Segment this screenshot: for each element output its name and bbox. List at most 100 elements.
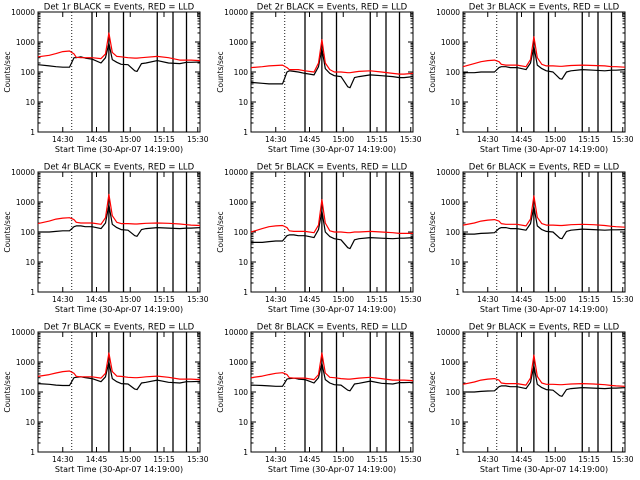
y-tick-label: 10000 — [436, 168, 460, 177]
x-tick-label: 15:15 — [578, 455, 600, 464]
plot-frame — [37, 331, 201, 453]
x-tick-label: 14:30 — [477, 295, 499, 304]
series-line-lld — [462, 354, 626, 387]
x-tick-label: 15:15 — [153, 295, 175, 304]
y-tick-label: 10000 — [436, 8, 460, 17]
x-axis-label: Start Time (30-Apr-07 14:19:00) — [480, 145, 608, 154]
y-tick-label: 100 — [21, 68, 36, 77]
y-axis-label: Counts/sec — [216, 211, 225, 252]
plot-frame — [250, 11, 414, 133]
chart-title: Det 2r BLACK = Events, RED = LLD — [257, 3, 408, 13]
y-tick-label: 10000 — [224, 8, 248, 17]
y-tick-label: 1000 — [16, 358, 35, 367]
x-tick-label: 15:15 — [366, 455, 388, 464]
y-tick-label: 10 — [238, 98, 248, 107]
chart-panel-1: Det 1r BLACK = Events, RED = LLD 1 10 100 10… — [3, 3, 209, 155]
x-tick-label: 15:30 — [187, 455, 209, 464]
x-tick-label: 14:30 — [265, 455, 287, 464]
y-tick-label: 1000 — [441, 358, 460, 367]
chart-title: Det 5r BLACK = Events, RED = LLD — [257, 163, 408, 173]
y-tick-label: 10000 — [224, 168, 248, 177]
chart-title: Det 6r BLACK = Events, RED = LLD — [469, 163, 620, 173]
y-tick-label: 1 — [455, 448, 460, 457]
series-line-events — [38, 204, 201, 237]
y-tick-label: 1000 — [16, 38, 35, 47]
y-tick-label: 1 — [455, 128, 460, 137]
chart-title: Det 9r BLACK = Events, RED = LLD — [469, 323, 620, 333]
chart-title: Det 1r BLACK = Events, RED = LLD — [44, 3, 195, 13]
chart-title: Det 7r BLACK = Events, RED = LLD — [44, 323, 195, 333]
y-axis-label: Counts/sec — [216, 371, 225, 412]
x-tick-label: 14:30 — [52, 455, 74, 464]
y-tick-label: 10 — [25, 418, 35, 427]
y-tick-label: 1 — [243, 448, 248, 457]
x-tick-label: 14:45 — [511, 455, 533, 464]
chart-panel-6: Det 6r BLACK = Events, RED = LLD 1 10 100 10… — [428, 163, 634, 315]
x-axis-label: Start Time (30-Apr-07 14:19:00) — [55, 305, 183, 314]
series-line-lld — [37, 32, 201, 62]
chart-panel-2: Det 2r BLACK = Events, RED = LLD 1 10 100 10… — [216, 3, 422, 155]
y-tick-label: 1000 — [229, 358, 248, 367]
y-tick-label: 1 — [243, 288, 248, 297]
x-axis-label: Start Time (30-Apr-07 14:19:00) — [480, 465, 608, 474]
y-tick-label: 100 — [234, 68, 249, 77]
y-tick-label: 10000 — [436, 328, 460, 337]
series-line-lld — [37, 193, 201, 227]
y-tick-label: 1000 — [441, 198, 460, 207]
x-tick-label: 15:00 — [332, 455, 354, 464]
series-line-lld — [37, 352, 201, 381]
x-tick-label: 15:30 — [612, 135, 634, 144]
series-line-events — [250, 362, 414, 392]
x-tick-label: 15:00 — [119, 295, 141, 304]
x-tick-label: 14:45 — [86, 455, 108, 464]
y-tick-label: 10 — [238, 258, 248, 267]
x-tick-label: 14:45 — [299, 295, 321, 304]
series-line-events — [463, 206, 626, 240]
x-tick-label: 15:00 — [119, 135, 141, 144]
y-tick-label: 1000 — [16, 198, 35, 207]
chart-panel-9: Det 9r BLACK = Events, RED = LLD 1 10 100 10… — [428, 323, 634, 475]
y-axis-label: Counts/sec — [428, 211, 437, 252]
x-tick-label: 14:45 — [86, 295, 108, 304]
chart-panel-8: Det 8r BLACK = Events, RED = LLD 1 10 100 10… — [216, 323, 422, 475]
x-tick-label: 15:30 — [187, 295, 209, 304]
chart-title: Det 3r BLACK = Events, RED = LLD — [469, 3, 620, 13]
series-line-events — [37, 361, 201, 391]
y-tick-label: 1000 — [441, 38, 460, 47]
plot-frame — [250, 331, 414, 453]
x-tick-label: 14:30 — [52, 295, 74, 304]
x-axis-label: Start Time (30-Apr-07 14:19:00) — [268, 465, 396, 474]
x-axis-label: Start Time (30-Apr-07 14:19:00) — [480, 305, 608, 314]
y-tick-label: 100 — [446, 228, 461, 237]
series-line-lld — [462, 195, 626, 228]
x-tick-label: 15:00 — [332, 295, 354, 304]
y-tick-label: 100 — [234, 388, 249, 397]
x-axis-label: Start Time (30-Apr-07 14:19:00) — [55, 145, 183, 154]
x-tick-label: 15:00 — [332, 135, 354, 144]
y-tick-label: 100 — [234, 228, 249, 237]
y-tick-label: 1000 — [229, 38, 248, 47]
x-tick-label: 15:30 — [400, 135, 422, 144]
y-tick-label: 1 — [30, 288, 35, 297]
chart-panel-7: Det 7r BLACK = Events, RED = LLD 1 10 100 10… — [3, 323, 209, 475]
x-tick-label: 14:30 — [477, 455, 499, 464]
y-tick-label: 10 — [25, 98, 35, 107]
y-tick-label: 10 — [25, 258, 35, 267]
y-tick-label: 1 — [30, 128, 35, 137]
y-tick-label: 100 — [21, 388, 36, 397]
x-tick-label: 15:15 — [153, 135, 175, 144]
y-tick-label: 10 — [238, 418, 248, 427]
plot-frame — [462, 171, 626, 293]
y-tick-label: 10000 — [11, 8, 35, 17]
x-tick-label: 14:30 — [265, 295, 287, 304]
x-tick-label: 15:15 — [153, 455, 175, 464]
x-tick-label: 15:30 — [187, 135, 209, 144]
series-line-events — [250, 48, 414, 89]
chart-panel-5: Det 5r BLACK = Events, RED = LLD 1 10 100 10… — [216, 163, 422, 315]
x-axis-label: Start Time (30-Apr-07 14:19:00) — [268, 145, 396, 154]
x-tick-label: 15:30 — [612, 455, 634, 464]
y-tick-label: 10000 — [11, 168, 35, 177]
series-line-events — [463, 365, 626, 397]
plot-frame — [37, 171, 201, 293]
x-tick-label: 14:45 — [86, 135, 108, 144]
